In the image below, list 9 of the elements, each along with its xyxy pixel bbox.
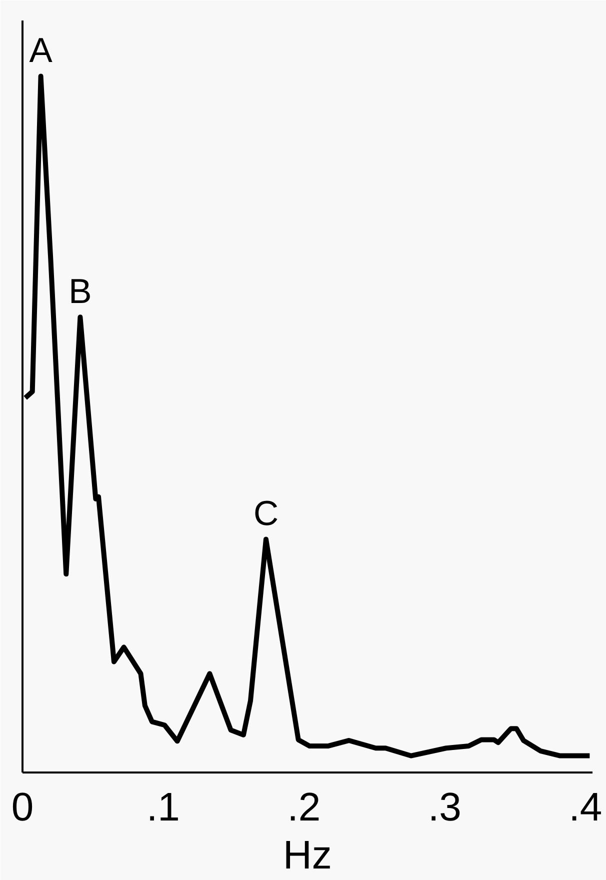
x-tick-label: .2 <box>287 786 321 830</box>
annotation: A <box>29 32 54 70</box>
x-tick-label: .3 <box>428 786 462 830</box>
x-tick-label: .1 <box>146 786 180 830</box>
x-tick-label: 0 <box>11 786 34 830</box>
x-tick-label: .4 <box>568 786 602 830</box>
annotation: C <box>253 495 278 534</box>
annotation: B <box>68 273 92 312</box>
x-axis-title: Hz <box>283 834 332 878</box>
